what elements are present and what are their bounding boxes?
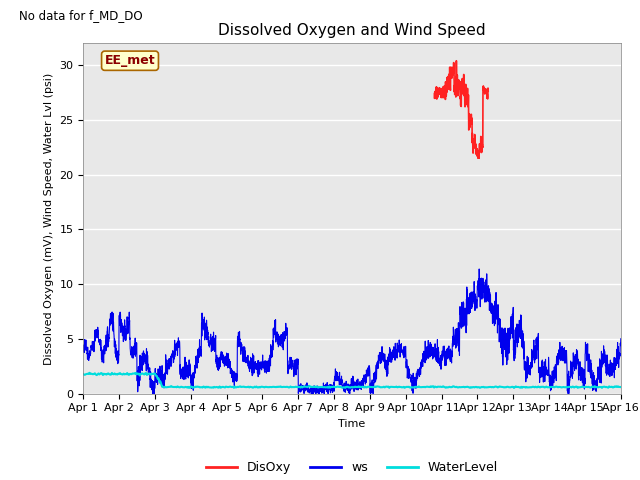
- Legend: DisOxy, ws, WaterLevel: DisOxy, ws, WaterLevel: [201, 456, 503, 479]
- WaterLevel: [617, 384, 625, 390]
- Text: No data for f_MD_DO: No data for f_MD_DO: [19, 9, 142, 22]
- ws: [309, 385, 317, 391]
- DisOxy: [431, 95, 438, 101]
- Title: Dissolved Oxygen and Wind Speed: Dissolved Oxygen and Wind Speed: [218, 23, 486, 38]
- X-axis label: Time: Time: [339, 419, 365, 429]
- Line: DisOxy: DisOxy: [435, 61, 488, 158]
- DisOxy: [476, 141, 484, 147]
- ws: [549, 383, 557, 389]
- DisOxy: [479, 86, 487, 92]
- WaterLevel: [397, 384, 404, 390]
- ws: [607, 372, 614, 377]
- WaterLevel: [510, 385, 518, 391]
- WaterLevel: [86, 370, 93, 376]
- ws: [141, 358, 148, 364]
- ws: [173, 345, 180, 351]
- Text: EE_met: EE_met: [105, 54, 156, 67]
- DisOxy: [463, 85, 471, 91]
- ws: [79, 346, 87, 352]
- WaterLevel: [175, 384, 183, 390]
- DisOxy: [484, 88, 492, 94]
- ws: [285, 361, 293, 367]
- WaterLevel: [323, 384, 331, 390]
- Line: WaterLevel: WaterLevel: [83, 373, 621, 388]
- DisOxy: [474, 156, 482, 161]
- WaterLevel: [79, 371, 87, 377]
- WaterLevel: [218, 384, 226, 390]
- WaterLevel: [485, 384, 493, 390]
- DisOxy: [463, 99, 470, 105]
- ws: [476, 266, 483, 272]
- WaterLevel: [439, 384, 447, 389]
- DisOxy: [452, 58, 460, 64]
- Y-axis label: Dissolved Oxygen (mV), Wind Speed, Water Lvl (psi): Dissolved Oxygen (mV), Wind Speed, Water…: [44, 72, 54, 364]
- Line: ws: ws: [83, 269, 621, 394]
- ws: [617, 336, 625, 342]
- ws: [149, 391, 157, 396]
- DisOxy: [431, 90, 438, 96]
- DisOxy: [463, 95, 470, 101]
